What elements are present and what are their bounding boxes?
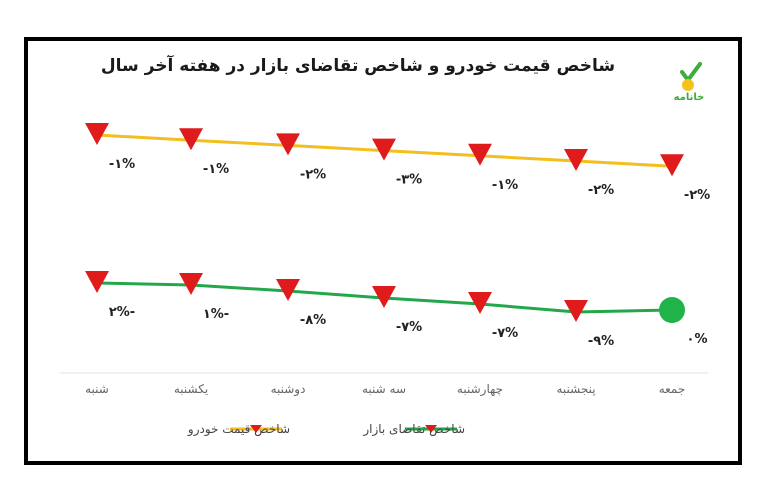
series-2-marker-5 (468, 292, 492, 314)
series-1-marker-4 (372, 138, 396, 161)
legend-label-1: شاخص قیمت خودرو (187, 422, 290, 437)
legend-swatch-marker-2 (425, 425, 437, 433)
series-2-marker-4 (372, 286, 396, 308)
series-2-data-label-6: -۹% (588, 334, 614, 349)
logo-text: خانامه (673, 92, 705, 103)
logo-checkmark-icon (680, 62, 702, 91)
series-1-data-label-6: -۲% (588, 183, 614, 198)
series-1-data-label-2: -۱% (203, 162, 229, 177)
series-1-data-label-3: -۲% (300, 167, 326, 182)
series-1-marker-6 (564, 149, 588, 171)
series-2-marker-2 (179, 273, 203, 295)
series-2-data-label-4: -۷% (396, 320, 422, 335)
chart-frame (24, 37, 742, 465)
series-2-data-label-3: -۸% (300, 313, 326, 328)
series-1-data-label-4: -۳% (396, 173, 422, 188)
series-1-marker-2 (179, 128, 203, 151)
series-2-data-label-2: ۱%- (203, 307, 229, 322)
brand-logo: خانامه (664, 58, 714, 108)
series-1-data-label-7: -۲% (684, 188, 710, 203)
chart-title: شاخص قیمت خودرو و شاخص تقاضای بازار در ه… (100, 56, 616, 76)
series-1-marker-5 (468, 143, 492, 166)
x-tick-label-4: سه شنبه (362, 382, 406, 396)
series-1-marker-1 (85, 123, 109, 145)
series-2-marker-3 (276, 279, 300, 301)
series-1-marker-7 (660, 154, 684, 177)
x-tick-label-7: جمعه (659, 382, 686, 396)
x-tick-label-1: شنبه (85, 382, 109, 396)
series-2-marker-6 (564, 300, 588, 322)
series-2-marker-1 (85, 271, 109, 293)
legend-label-2: شاخص تقاضای بازار (362, 422, 465, 437)
series-1-marker-3 (276, 133, 300, 156)
series-2-data-label-5: -۷% (492, 326, 518, 341)
series-2-data-label-7: ۰% (687, 332, 708, 347)
series-2-data-label-1: ۲%- (109, 305, 135, 320)
series-2-marker-circle (659, 297, 685, 323)
series-1-data-label-1: -۱% (109, 157, 135, 172)
legend-swatch-marker-1 (250, 425, 262, 433)
x-tick-label-3: دوشنبه (271, 382, 306, 397)
x-tick-label-5: چهارشنبه (457, 382, 503, 397)
x-tick-label-2: یکشنبه (174, 382, 208, 396)
series-1-data-label-5: -۱% (492, 178, 518, 193)
x-tick-label-6: پنجشنبه (556, 382, 595, 396)
